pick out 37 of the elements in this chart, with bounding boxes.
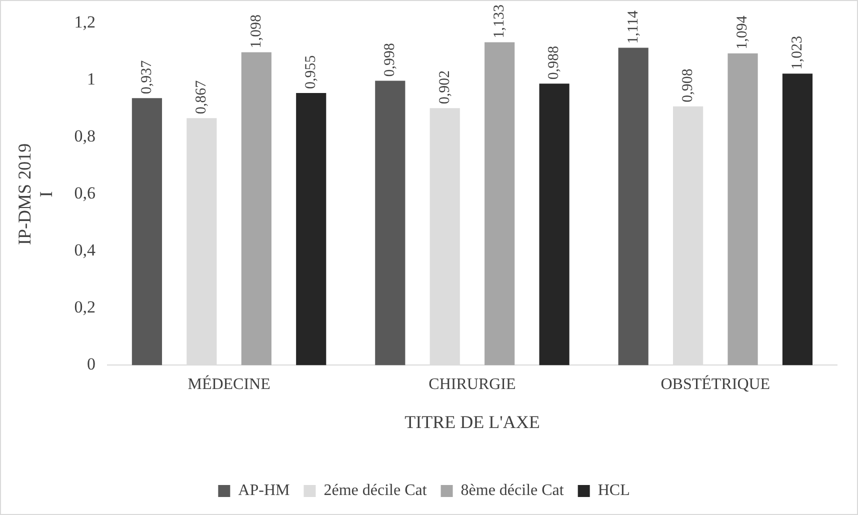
bar [782, 74, 813, 366]
y-tick-label: 1 [86, 70, 96, 89]
data-label: 1,133 [492, 4, 508, 38]
legend-label: 8ème décile Cat [460, 482, 564, 500]
x-tick-label: OBSTÉTRIQUE [660, 375, 770, 394]
data-label: 0,908 [680, 68, 696, 102]
bar [375, 80, 406, 366]
legend-label: 2éme décile Cat [324, 482, 428, 500]
data-label: 0,867 [194, 80, 210, 114]
bar [296, 93, 326, 366]
bar [241, 52, 272, 366]
data-label: 1,114 [625, 10, 642, 44]
legend-label: HCL [598, 482, 630, 500]
data-label: 0,955 [303, 55, 320, 90]
y-tick-label: 0,8 [74, 126, 96, 146]
x-axis-title: TITRE DE L'AXE [404, 412, 540, 432]
data-label: 0,937 [138, 60, 155, 94]
data-label: 1,094 [734, 15, 751, 50]
y-tick-label: 0 [86, 354, 96, 374]
y-axis-title: IP-DMS 2019 I [14, 143, 56, 245]
x-tick-label: CHIRURGIE [428, 376, 516, 394]
bar [539, 84, 570, 366]
data-label: 1,023 [789, 36, 806, 70]
data-label: 0,902 [436, 70, 453, 104]
bar [728, 53, 758, 366]
y-tick-label: 0,4 [74, 240, 96, 260]
bar [618, 48, 648, 366]
legend-label: AP-HM [238, 482, 290, 500]
bar [484, 42, 515, 366]
x-tick-label: MÉDECINE [188, 375, 270, 394]
data-label: 1,098 [248, 14, 264, 48]
y-tick-label: 0,2 [74, 298, 96, 317]
y-tick-label: 0,6 [74, 184, 96, 203]
y-tick-label: 1,2 [74, 12, 96, 32]
bar [132, 98, 162, 366]
data-label: 0,988 [546, 46, 562, 80]
data-label: 0,998 [382, 43, 398, 77]
